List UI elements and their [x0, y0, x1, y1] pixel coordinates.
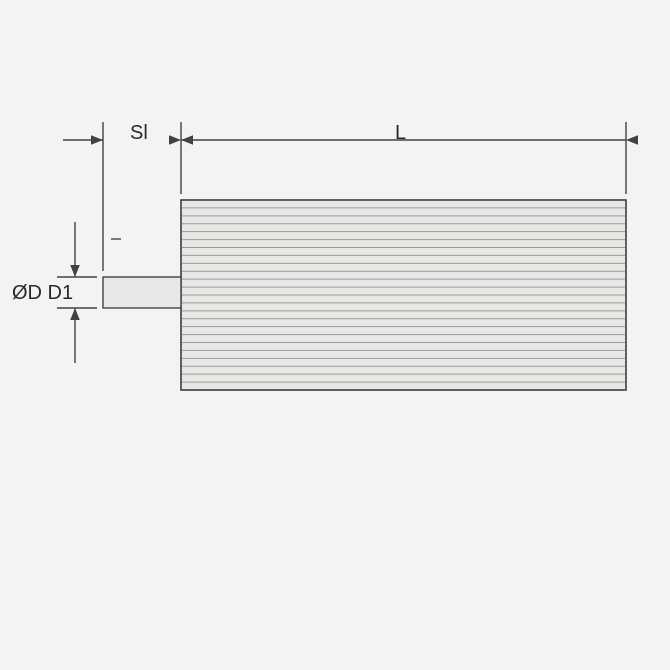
technical-diagram: ØD D1 Sl L	[0, 0, 670, 670]
label-body-length: L	[395, 122, 406, 145]
label-shaft-length: Sl	[130, 122, 148, 145]
drawing-canvas	[0, 0, 670, 670]
label-diameter: ØD D1	[12, 282, 73, 305]
